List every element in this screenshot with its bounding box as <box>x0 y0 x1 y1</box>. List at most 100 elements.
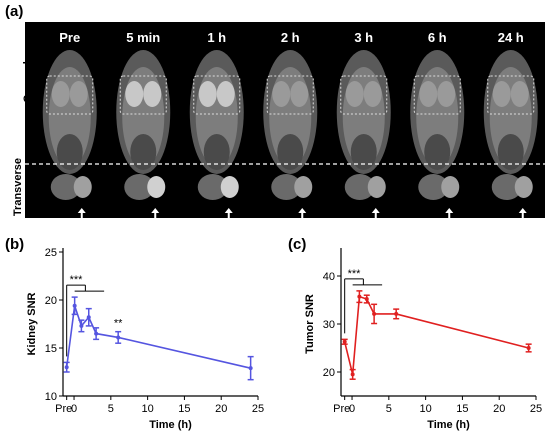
kidney-right <box>143 81 162 107</box>
arrow-icon <box>77 208 86 218</box>
lower-body <box>424 134 451 170</box>
transverse-scan <box>344 174 375 200</box>
lower-body <box>56 134 83 170</box>
y-axis-label: Kidney SNR <box>26 292 38 355</box>
series-line <box>65 305 251 369</box>
kidney-right <box>216 81 235 107</box>
row-label-coronal: Coronal <box>22 61 34 103</box>
kidney-right <box>290 81 309 107</box>
tumor-region <box>147 176 166 198</box>
data-point <box>364 297 369 302</box>
data-point <box>350 372 355 377</box>
data-point <box>394 311 399 316</box>
row-label-transverse: Transverse <box>12 157 24 217</box>
timepoint-label: 5 min <box>126 30 161 45</box>
timepoint-label: Pre <box>59 30 81 45</box>
lower-body <box>350 134 377 170</box>
x-tick-label: 10 <box>419 403 431 415</box>
x-tick-label: 15 <box>178 403 190 415</box>
panel-a-letter: (a) <box>5 3 24 20</box>
arrow-icon <box>224 208 233 218</box>
transverse-scan <box>418 174 449 200</box>
kidney-left <box>492 81 511 107</box>
sig-label: *** <box>348 268 362 280</box>
kidney-left <box>198 81 217 107</box>
timepoint-label: 2 h <box>280 30 300 45</box>
data-point <box>248 366 253 371</box>
kidney-left <box>345 81 364 107</box>
data-point <box>342 339 347 344</box>
timepoint-label: 1 h <box>207 30 227 45</box>
lower-body <box>497 134 524 170</box>
x-axis-label: Time (h) <box>149 419 192 431</box>
tumor-region <box>514 176 533 198</box>
x-tick-label: 20 <box>215 403 227 415</box>
data-point <box>357 294 362 299</box>
x-tick-label: 10 <box>141 403 153 415</box>
data-point <box>86 315 91 320</box>
roi-box <box>46 75 94 115</box>
arrow-icon <box>151 208 160 218</box>
x-tick-label: 0 <box>349 403 355 415</box>
y-tick-label: 20 <box>323 367 335 379</box>
arrow-icon <box>445 208 454 218</box>
x-tick-label: 20 <box>493 403 505 415</box>
kidney-right <box>510 81 529 107</box>
arrow-icon <box>371 208 380 218</box>
timepoint-label: 3 h <box>354 30 374 45</box>
kidney-snr-chart: 10 15 20 25 0 5 10 15 20 25 Pre Time (h) Kidney SNR *… <box>26 247 264 431</box>
transverse-scan <box>124 174 155 200</box>
tumor-snr-chart: 20 30 40 0 5 10 15 20 25 Pre Time (h) Tumor SNR *** <box>304 248 542 431</box>
tumor-region <box>294 176 313 198</box>
tumor-region <box>73 176 92 198</box>
y-tick-label: 10 <box>45 391 57 403</box>
mri-scan-grid <box>25 50 545 218</box>
x-tick-label: 25 <box>530 403 542 415</box>
panel-b-letter: (b) <box>5 236 25 253</box>
data-point <box>94 331 99 336</box>
timepoint-label: 6 h <box>427 30 447 45</box>
x-tick-label: 5 <box>108 403 114 415</box>
x-tick-label: 25 <box>252 403 264 415</box>
y-tick-label: 30 <box>323 319 335 331</box>
timepoint-label: 24 h <box>497 30 524 45</box>
tumor-region <box>367 176 386 198</box>
transverse-scan <box>491 174 522 200</box>
sig-label: *** <box>70 274 84 286</box>
arrow-icon <box>518 208 527 218</box>
y-tick-label: 15 <box>45 343 57 355</box>
data-point <box>64 365 69 370</box>
tumor-region <box>441 176 460 198</box>
kidney-right <box>437 81 456 107</box>
roi-box <box>193 75 241 115</box>
data-point <box>79 323 84 328</box>
x-tick-label: 5 <box>386 403 392 415</box>
data-point <box>116 335 121 340</box>
x-tick-label: 15 <box>456 403 468 415</box>
roi-box <box>487 75 535 115</box>
x-tick-label-pre: Pre <box>55 403 72 415</box>
data-point <box>526 346 531 350</box>
data-point <box>372 311 377 316</box>
x-tick-label: 0 <box>71 403 77 415</box>
y-tick-label: 20 <box>45 295 57 307</box>
roi-box <box>413 75 461 115</box>
tumor-region <box>220 176 239 198</box>
kidney-left <box>125 81 144 107</box>
y-tick-label: 25 <box>45 247 57 259</box>
roi-box <box>266 75 314 115</box>
arrow-icon <box>298 208 307 218</box>
roi-box <box>119 75 167 115</box>
lower-body <box>277 134 304 170</box>
transverse-scan <box>50 174 81 200</box>
panel-c-letter: (c) <box>288 236 307 253</box>
kidney-left <box>419 81 438 107</box>
kidney-left <box>272 81 291 107</box>
kidney-right <box>69 81 88 107</box>
transverse-scan <box>197 174 228 200</box>
mri-image-panel: Pre 5 min 1 h 2 h 3 h 6 h 24 h <box>25 22 545 218</box>
lower-body <box>130 134 157 170</box>
kidney-left <box>51 81 70 107</box>
roi-box <box>340 75 388 115</box>
x-tick-label-pre: Pre <box>333 403 350 415</box>
